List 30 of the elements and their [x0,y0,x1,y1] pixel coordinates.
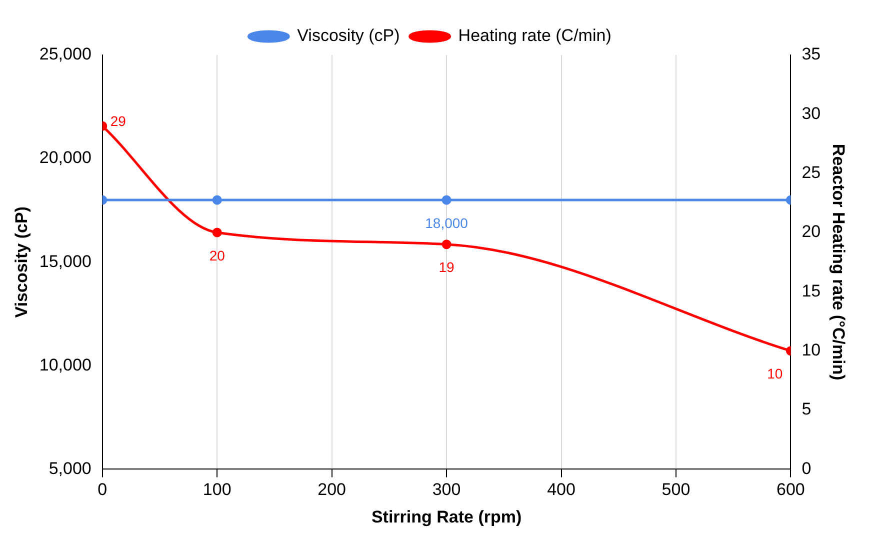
y2-axis-title: Reactor Heating rate (°C/min) [829,144,848,380]
y2-tick-label: 0 [802,458,812,478]
x-tick-label: 100 [202,480,232,500]
data-label: 20 [209,247,226,264]
y2-tick-label: 30 [802,104,821,123]
x-tick-label: 400 [547,480,576,500]
x-tick-label: 200 [318,480,346,500]
data-label: 18,000 [425,214,468,231]
y2-tick-label: 25 [802,163,821,182]
y2-tick-label: 15 [802,281,821,300]
y2-tick-label: 10 [802,340,821,360]
y2-tick-label: 20 [802,222,821,242]
y-tick-label: 25,000 [39,44,92,64]
legend-label: Heating rate (C/min) [458,26,612,46]
y-tick-label: 10,000 [39,355,92,374]
y-axis-title: Viscosity (cP) [12,206,31,318]
x-tick-label: 600 [776,480,805,500]
legend-label: Viscosity (cP) [297,26,400,46]
y2-tick-label: 5 [802,400,812,419]
x-axis-title: Stirring Rate (rpm) [371,507,522,526]
x-tick-label: 0 [98,480,108,500]
data-label: 10 [767,366,783,382]
x-tick-label: 500 [662,480,690,500]
y-tick-label: 5,000 [48,458,92,478]
x-tick-label: 300 [432,480,461,500]
y2-tick-label: 35 [802,44,821,64]
data-label: 29 [110,112,126,129]
y-tick-label: 20,000 [39,148,92,168]
y-tick-label: 15,000 [39,252,92,271]
data-label: 19 [438,259,455,276]
